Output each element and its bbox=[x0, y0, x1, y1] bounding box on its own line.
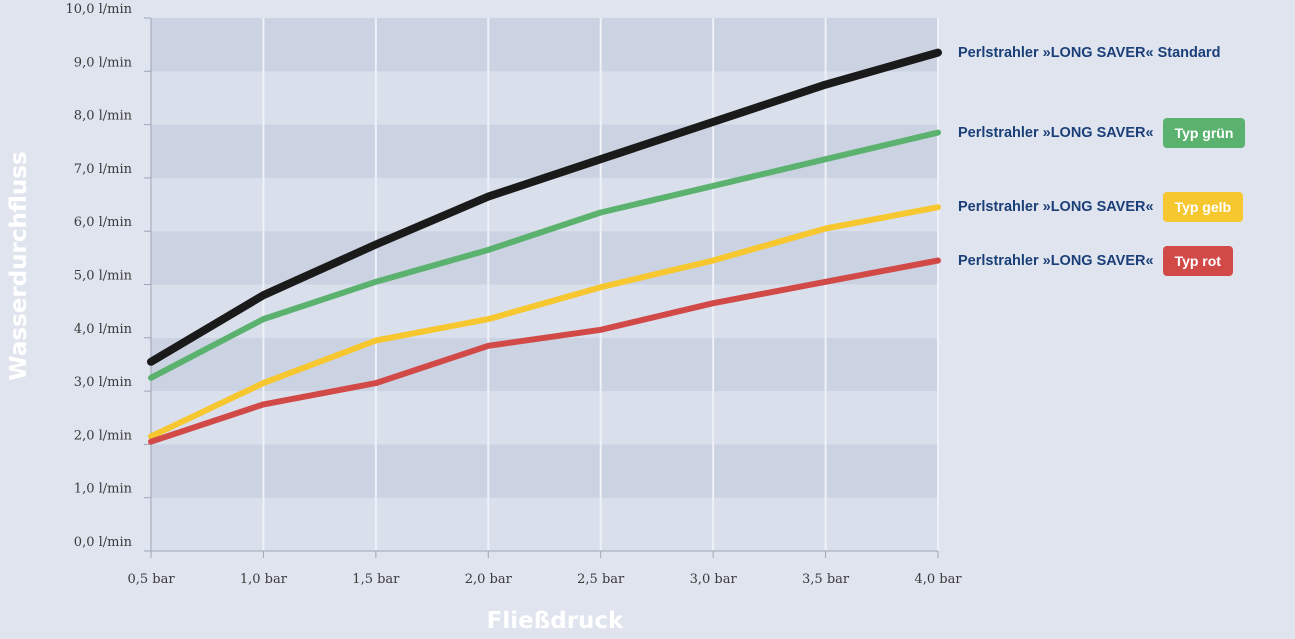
y-tick-label: 7,0 l/min bbox=[74, 162, 133, 177]
legend-label: Perlstrahler »LONG SAVER« bbox=[958, 199, 1154, 216]
legend-item-3: Perlstrahler »LONG SAVER« Typ gelb bbox=[958, 192, 1244, 223]
legend-badge: Typ grün bbox=[1162, 117, 1246, 148]
grid-band bbox=[151, 231, 938, 285]
x-tick-label: 0,5 bar bbox=[127, 572, 175, 587]
grid-band bbox=[151, 337, 938, 392]
x-tick-label: 1,0 bar bbox=[240, 572, 288, 587]
y-tick-label: 6,0 l/min bbox=[74, 215, 133, 230]
grid-band bbox=[151, 391, 938, 445]
y-tick-label: 10,0 l/min bbox=[66, 2, 133, 17]
x-tick-label: 1,5 bar bbox=[352, 572, 400, 587]
series-lines bbox=[147, 48, 942, 445]
legend-badge: Typ rot bbox=[1162, 245, 1233, 276]
series-line-2 bbox=[148, 129, 941, 381]
y-tick-label: 1,0 l/min bbox=[74, 482, 133, 497]
y-tick-label: 2,0 l/min bbox=[74, 428, 133, 443]
legend-label: Perlstrahler »LONG SAVER« bbox=[958, 252, 1154, 269]
grid-band bbox=[151, 71, 938, 125]
x-tick-label: 2,0 bar bbox=[465, 572, 513, 587]
legend-badge: Typ gelb bbox=[1162, 192, 1244, 223]
series-line-3 bbox=[148, 204, 941, 440]
grid-band bbox=[151, 444, 938, 498]
x-tick-label: 3,5 bar bbox=[802, 572, 850, 587]
grid-band bbox=[151, 177, 938, 232]
series-line-4 bbox=[148, 257, 941, 445]
legend-item-2: Perlstrahler »LONG SAVER« Typ grün bbox=[958, 117, 1246, 148]
legend-item-1: Perlstrahler »LONG SAVER« Standard bbox=[958, 38, 1220, 68]
y-tick-label: 3,0 l/min bbox=[74, 375, 133, 390]
y-tick-label: 0,0 l/min bbox=[74, 535, 133, 550]
x-axis-ticks: 0,5 bar 1,0 bar 1,5 bar 2,0 bar 2,5 bar 3,0 b… bbox=[127, 551, 962, 587]
legend-item-4: Perlstrahler »LONG SAVER« Typ rot bbox=[958, 245, 1233, 276]
x-tick-label: 2,5 bar bbox=[577, 572, 625, 587]
y-tick-label: 5,0 l/min bbox=[74, 269, 133, 284]
legend-label: Perlstrahler »LONG SAVER« Standard bbox=[958, 44, 1221, 61]
series-line-1 bbox=[147, 48, 942, 366]
y-tick-label: 4,0 l/min bbox=[74, 322, 133, 337]
plot-background bbox=[151, 18, 938, 551]
grid-band bbox=[151, 18, 938, 72]
grid-band bbox=[151, 124, 938, 178]
x-tick-label: 4,0 bar bbox=[914, 572, 962, 587]
y-axis-ticks: 0,0 l/min 1,0 l/min 2,0 l/min 3,0 l/min 4,0 … bbox=[66, 2, 151, 552]
x-axis-title: Fließdruck bbox=[486, 608, 624, 634]
legend-label: Perlstrahler »LONG SAVER« bbox=[958, 124, 1154, 141]
x-tick-label: 3,0 bar bbox=[690, 572, 738, 587]
y-tick-label: 9,0 l/min bbox=[74, 55, 133, 70]
grid-band bbox=[151, 497, 938, 551]
y-tick-label: 8,0 l/min bbox=[74, 109, 133, 124]
